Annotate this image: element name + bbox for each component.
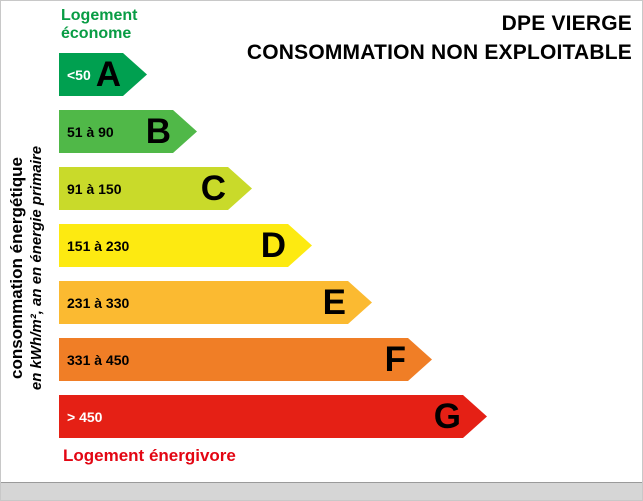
energy-class-letter-G: G [433, 397, 461, 436]
energy-class-arrow-E: 231 à 330 E [59, 281, 372, 324]
energy-class-letter-D: D [260, 226, 286, 265]
y-axis-label-units: en kWh/m², an en énergie primaire [28, 145, 45, 391]
energy-range-label-C: 91 à 150 [67, 180, 122, 197]
energy-class-letter-A: A [95, 55, 121, 94]
econome-label-line1: Logement [61, 7, 138, 24]
energy-class-arrow-F: 331 à 450 F [59, 338, 432, 381]
energy-range-label-F: 331 à 450 [67, 351, 130, 368]
y-axis: consommation énergétique en kWh/m², an e… [1, 1, 57, 481]
energy-range-label-B: 51 à 90 [67, 123, 114, 140]
energy-range-label-A: <50 [67, 66, 91, 83]
energy-class-arrow-B: 51 à 90 B [59, 110, 197, 153]
energy-class-letter-B: B [145, 112, 171, 151]
energy-class-letter-F: F [384, 340, 406, 379]
energy-class-arrow-D: 151 à 230 D [59, 224, 312, 267]
econome-label: Logement économe [61, 7, 137, 44]
window-bottom-bar [1, 482, 642, 500]
title-dpe-vierge: DPE VIERGE [501, 12, 632, 35]
title-consommation-non-exploitable: CONSOMMATION NON EXPLOITABLE [246, 41, 632, 65]
energivore-label: Logement énergivore [63, 446, 236, 465]
y-axis-label: consommation énergétique en kWh/m², an e… [7, 63, 45, 473]
energy-class-letter-E: E [322, 283, 346, 322]
y-axis-label-main: consommation énergétique [7, 157, 26, 379]
energy-range-label-E: 231 à 330 [67, 294, 130, 311]
energy-class-arrow-C: 91 à 150 C [59, 167, 252, 210]
econome-label-line2: économe [61, 25, 132, 43]
energy-range-label-G: > 450 [67, 408, 103, 425]
energy-range-label-D: 151 à 230 [67, 237, 130, 254]
energy-class-letter-C: C [200, 169, 226, 208]
page-title: DPE VIERGE CONSOMMATION NON EXPLOITABLE [247, 9, 632, 68]
energy-scale: <50 A 51 à 90 B 91 à 150 C 151 à 230 D 231 à 330… [59, 53, 487, 452]
energy-class-arrow-A: <50 A [59, 53, 147, 96]
energy-class-arrow-G: > 450 G [59, 395, 487, 438]
